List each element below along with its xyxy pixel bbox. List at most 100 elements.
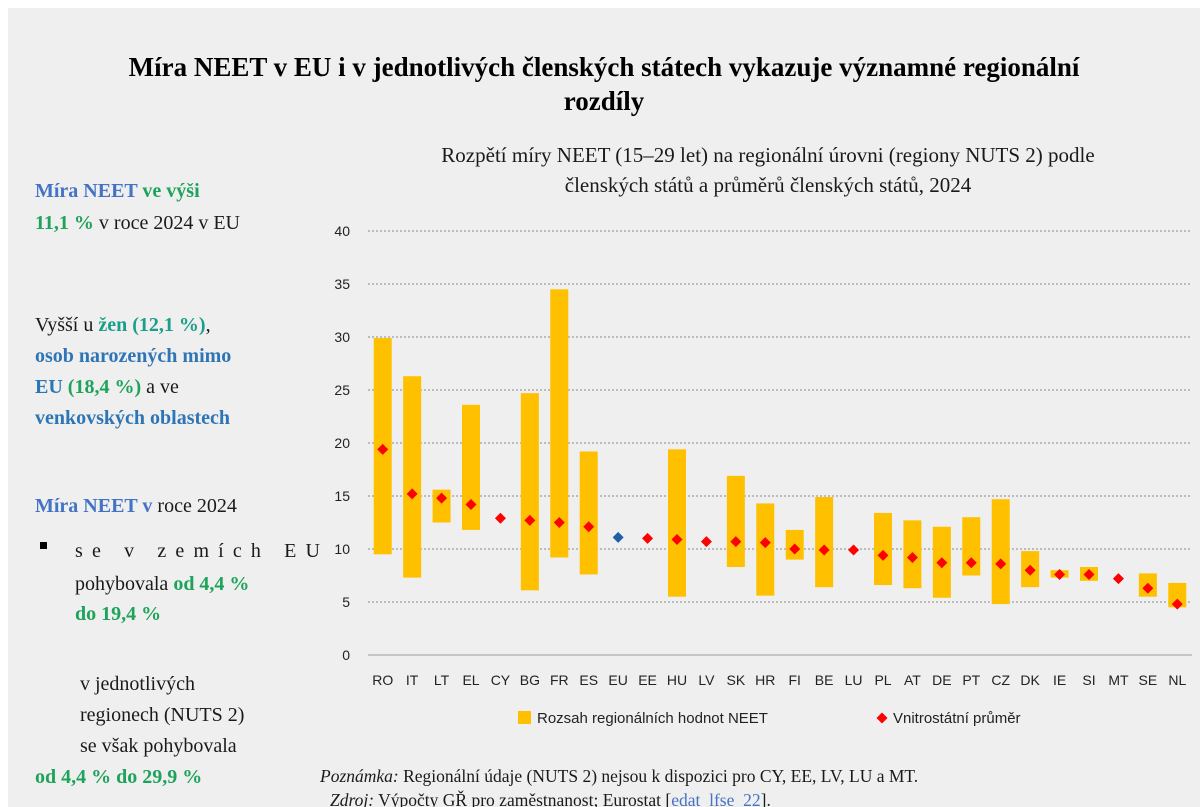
- text-run: osob narozených mimo: [35, 345, 231, 367]
- mean-marker: [965, 557, 977, 569]
- x-tick-label: HR: [755, 672, 775, 688]
- range-bar: [756, 503, 775, 596]
- text-run: Regionální údaje (NUTS 2) nejsou k dispo…: [399, 766, 918, 786]
- range-bar: [991, 499, 1010, 605]
- x-tick-label: MT: [1108, 672, 1129, 688]
- text-run: ].: [761, 790, 771, 807]
- range-bar: [403, 376, 422, 578]
- range-bar: [550, 289, 569, 558]
- text-run: žen (12,1 %): [98, 314, 205, 336]
- legend-label: Vnitrostátní průměr: [893, 710, 1021, 727]
- text-line: se však pohybovala: [80, 735, 237, 757]
- x-tick-label: ES: [579, 672, 598, 688]
- text-run: Míra NEET v: [35, 495, 152, 517]
- x-tick-label: BE: [815, 672, 834, 688]
- mean-marker: [1142, 582, 1154, 594]
- mean-marker: [1112, 573, 1124, 585]
- mean-marker: [583, 521, 595, 533]
- range-bar: [462, 404, 480, 530]
- y-tick-label: 5: [342, 594, 350, 610]
- mean-marker: [642, 532, 654, 544]
- text-run: a ve: [141, 376, 179, 398]
- y-tick-label: 25: [334, 382, 350, 398]
- text-line: Vyšší u žen (12,1 %),: [35, 314, 211, 336]
- text-line: EU (18,4 %) a ve: [35, 376, 179, 398]
- text-run: se v zemích EU: [75, 540, 321, 562]
- x-tick-label: AT: [904, 672, 921, 688]
- text-run: se však pohybovala: [80, 735, 237, 757]
- text-line: od 4,4 % do 29,9 %: [35, 766, 202, 788]
- mean-marker: [377, 443, 389, 455]
- text-run: do 19,4 %: [75, 603, 161, 625]
- x-tick-label: FR: [550, 672, 569, 688]
- mean-marker: [730, 536, 742, 548]
- text-run: roce 2024: [152, 495, 236, 517]
- text-run: Zdroj:: [330, 790, 374, 807]
- mean-marker: [936, 557, 948, 569]
- text-run: Míra NEET: [35, 180, 138, 202]
- text-run: EU: [35, 376, 63, 398]
- y-tick-label: 20: [334, 435, 350, 451]
- x-tick-label: SK: [727, 672, 746, 688]
- text-run: ,: [206, 314, 211, 336]
- x-tick-label: BG: [520, 672, 540, 688]
- text-line: pohybovala od 4,4 %: [75, 573, 249, 595]
- text-run: (18,4 %): [63, 376, 141, 398]
- x-tick-label: CY: [491, 672, 511, 688]
- text-run: Poznámka:: [319, 766, 399, 786]
- text-line: do 19,4 %: [75, 603, 161, 625]
- x-tick-label: DK: [1020, 672, 1040, 688]
- x-tick-label: FI: [788, 672, 800, 688]
- range-bar: [579, 451, 598, 575]
- range-bar: [1168, 582, 1187, 608]
- mean-marker: [612, 531, 624, 543]
- mean-marker: [906, 551, 918, 563]
- range-bar: [726, 475, 745, 568]
- text-run: edat_lfse_22: [671, 790, 760, 807]
- x-tick-label: LU: [845, 672, 863, 688]
- x-tick-label: CZ: [991, 672, 1010, 688]
- mean-marker: [789, 543, 801, 555]
- text-run: regionech (NUTS 2): [80, 704, 244, 726]
- mean-marker: [553, 517, 565, 528]
- legend-swatch: [518, 711, 531, 724]
- text-line: Míra NEET ve výši: [35, 180, 200, 202]
- chart-title: Rozpětí míry NEET (15–29 let) na regioná…: [441, 143, 1094, 167]
- background: [8, 8, 1200, 807]
- legend-swatch: [876, 712, 888, 724]
- slide-title: Míra NEET v EU i v jednotlivých členskýc…: [129, 52, 1080, 82]
- y-tick-label: 15: [334, 488, 350, 504]
- mean-marker: [494, 512, 506, 524]
- mean-marker: [877, 549, 889, 561]
- text-run: od 4,4 %: [173, 573, 249, 595]
- text-line: osob narozených mimo: [35, 345, 231, 367]
- text-line: Poznámka: Regionální údaje (NUTS 2) nejs…: [319, 766, 918, 786]
- x-tick-label: EL: [462, 672, 479, 688]
- mean-marker: [848, 544, 860, 556]
- range-bar: [668, 449, 686, 597]
- range-bar: [874, 512, 892, 586]
- mean-marker: [1024, 564, 1036, 576]
- range-bar: [520, 393, 539, 591]
- text-line: regionech (NUTS 2): [80, 704, 244, 726]
- text-run: v roce 2024 v EU: [94, 212, 241, 234]
- chart-title: členských států a průměrů členských stát…: [565, 173, 972, 197]
- text-run: 11,1 %: [35, 212, 94, 234]
- bullet: [40, 542, 47, 549]
- slide-title: rozdíly: [564, 86, 645, 116]
- y-tick-label: 40: [334, 223, 350, 239]
- mean-marker: [700, 536, 712, 548]
- mean-marker: [759, 537, 771, 549]
- mean-marker: [818, 544, 830, 556]
- text-line: 11,1 % v roce 2024 v EU: [35, 212, 241, 234]
- mean-marker: [465, 498, 477, 510]
- x-tick-label: NL: [1168, 672, 1186, 688]
- x-tick-label: LT: [434, 672, 450, 688]
- text-run: pohybovala: [75, 573, 173, 595]
- y-tick-label: 30: [334, 329, 350, 345]
- text-line: venkovských oblastech: [35, 407, 230, 429]
- x-tick-label: LV: [698, 672, 715, 688]
- text-line: v jednotlivých: [80, 673, 195, 695]
- text-run: ve výši: [137, 180, 200, 202]
- x-tick-label: RO: [372, 672, 393, 688]
